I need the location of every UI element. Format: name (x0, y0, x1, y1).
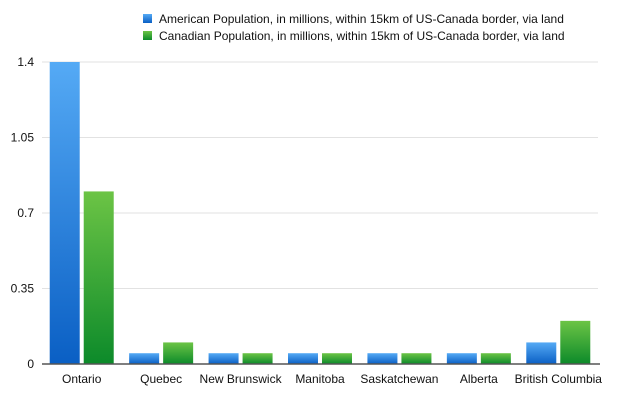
legend-label-canadian: Canadian Population, in millions, within… (159, 29, 565, 43)
legend: American Population, in millions, within… (143, 12, 565, 43)
bar-canadian-saskatchewan (401, 353, 432, 364)
bar-american-saskatchewan (367, 353, 398, 364)
x-tick-label: Saskatchewan (360, 372, 438, 386)
y-tick-label: 1.05 (11, 131, 35, 145)
bar-american-british-columbia (526, 342, 557, 364)
bar-american-new-brunswick (208, 353, 239, 364)
bar-american-quebec (129, 353, 160, 364)
legend-swatch-canadian (143, 31, 152, 40)
bar-canadian-alberta (480, 353, 511, 364)
y-tick-label: 0.7 (17, 206, 34, 220)
bar-american-manitoba (288, 353, 318, 364)
bar-canadian-british-columbia (560, 320, 591, 364)
x-tick-label: British Columbia (515, 372, 603, 386)
bar-canadian-new-brunswick (242, 353, 273, 364)
bar-american-alberta (446, 353, 477, 364)
x-tick-label: Quebec (140, 372, 182, 386)
x-tick-label: Ontario (62, 372, 102, 386)
bar-canadian-quebec (163, 342, 194, 364)
y-tick-label: 0.35 (11, 282, 35, 296)
bar-canadian-ontario (83, 191, 114, 364)
legend-swatch-american (143, 14, 152, 23)
legend-label-american: American Population, in millions, within… (159, 12, 564, 26)
y-tick-label: 1.4 (17, 55, 34, 69)
y-tick-label: 0 (27, 357, 34, 371)
x-tick-label: Alberta (460, 372, 498, 386)
x-tick-label: New Brunswick (200, 372, 283, 386)
x-tick-label: Manitoba (295, 372, 345, 386)
bar-american-ontario (49, 62, 80, 364)
bar-canadian-manitoba (322, 353, 352, 364)
